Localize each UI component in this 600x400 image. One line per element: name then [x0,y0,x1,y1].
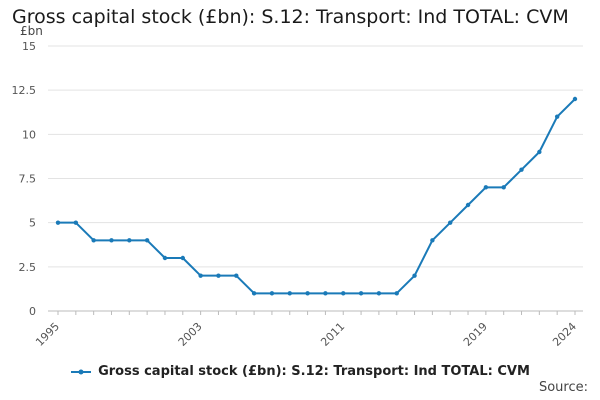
data-point[interactable] [572,96,578,102]
y-tick-label: 0 [29,305,36,318]
data-point[interactable] [287,291,292,296]
axes: 0 2.5 5 7.5 10 12.5 15 1995 2003 2011 2019 2024 [12,40,583,349]
y-axis-label: £bn [20,24,43,38]
data-point[interactable] [341,291,346,296]
y-tick-label: 2.5 [19,261,37,274]
x-tick-label: 2019 [461,320,490,349]
data-point[interactable] [501,185,506,190]
y-tick-label: 5 [29,217,36,230]
y-tick-label: 12.5 [12,84,37,97]
data-point[interactable] [537,149,542,155]
y-tick-label: 7.5 [19,173,37,186]
legend-label: Gross capital stock (£bn): S.12: Transpo… [98,364,530,379]
source-label: Source: [538,380,588,395]
data-point[interactable] [305,291,310,296]
series-line [58,98,576,295]
data-point[interactable] [55,220,61,225]
data-point[interactable] [448,220,453,225]
data-point[interactable] [127,238,132,243]
x-tick-label: 1995 [33,320,62,349]
data-point[interactable] [91,238,96,243]
data-point[interactable] [358,291,364,296]
data-point[interactable] [162,255,168,261]
x-tick-label: 2011 [318,320,347,349]
data-point[interactable] [234,273,239,278]
legend: Gross capital stock (£bn): S.12: Transpo… [0,364,600,379]
data-point[interactable] [198,273,203,278]
data-point[interactable] [109,238,114,243]
data-point[interactable] [251,291,257,296]
data-point[interactable] [394,291,399,296]
data-point[interactable] [180,255,185,261]
data-point[interactable] [554,114,560,119]
data-point[interactable] [376,291,382,296]
grid-lines [48,45,583,268]
data-point[interactable] [412,273,417,278]
data-point[interactable] [144,238,150,243]
data-point[interactable] [483,185,489,190]
data-point[interactable] [323,291,328,296]
legend-swatch-icon [71,369,92,374]
x-tick-label: 2024 [550,320,579,349]
data-point[interactable] [430,238,435,243]
data-point[interactable] [465,202,471,208]
data-point[interactable] [269,291,275,296]
data-point[interactable] [519,167,524,172]
y-tick-label: 15 [22,40,36,53]
data-point[interactable] [73,220,79,225]
chart-title: Gross capital stock (£bn): S.12: Transpo… [12,6,569,28]
x-tick-label: 2003 [176,320,205,349]
series-layer [55,96,578,296]
y-tick-label: 10 [22,128,36,141]
data-point[interactable] [216,273,221,278]
